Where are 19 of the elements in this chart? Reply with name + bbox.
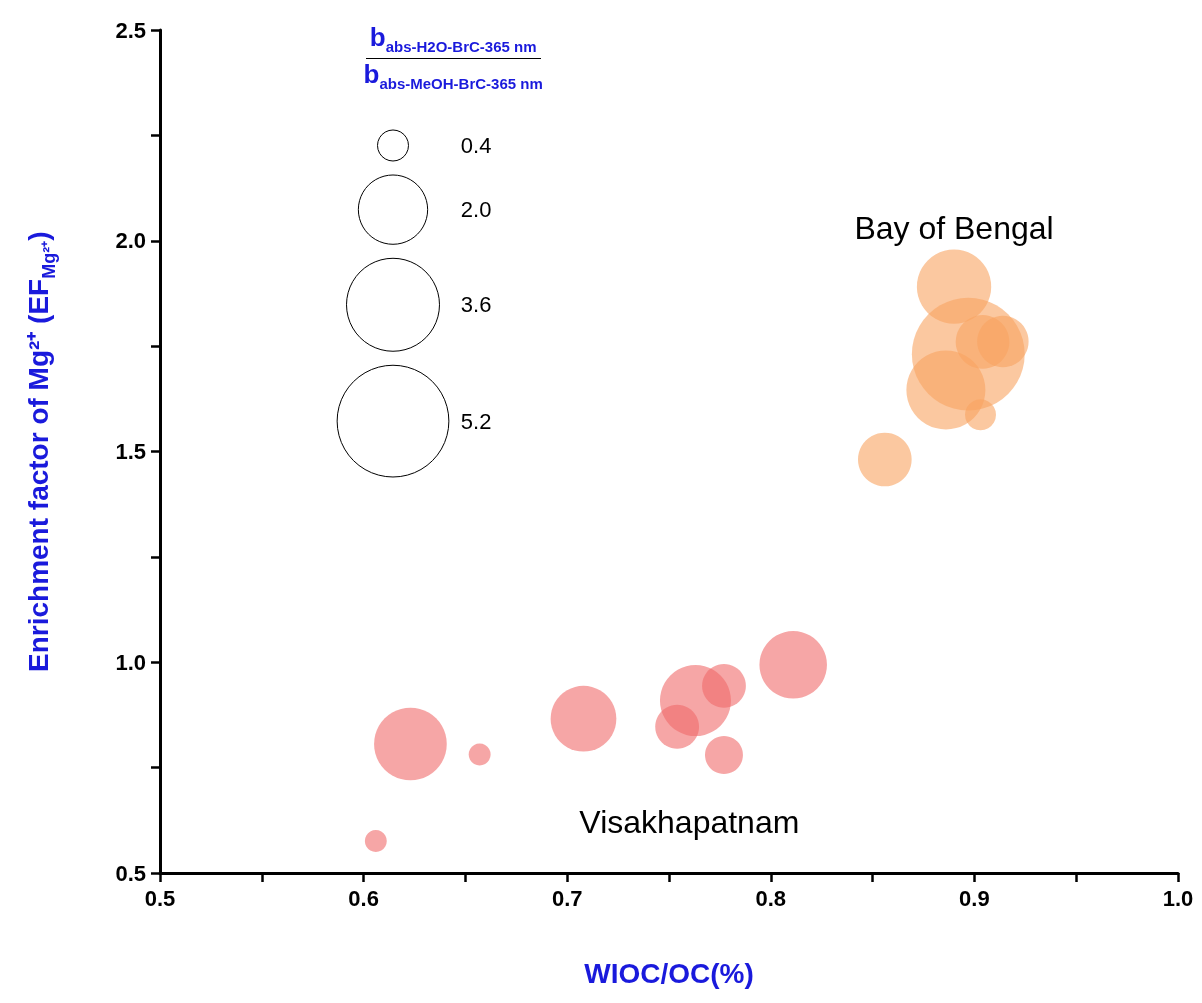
y-tick-label: 2.0 [115, 228, 146, 254]
y-tick-label: 1.5 [115, 439, 146, 464]
x-tick-label: 0.5 [144, 885, 176, 911]
x-axis-title: WIOC/OC(%) [584, 958, 754, 990]
series-label: Visakhapatnam [579, 804, 800, 841]
legend-label: 2.0 [460, 197, 492, 223]
x-tick-label: 0.9 [959, 885, 990, 911]
x-tick-label: 0.7 [551, 885, 583, 911]
x-tick-label: 0.8 [755, 885, 787, 911]
legend-title: b$_{abs-H2O-BrC-365 nm}$ b$_{abs-MeOH-BrC-365 nm}$ [363, 22, 543, 93]
x-tick-label: 1.0 [1162, 885, 1194, 911]
y-tick-label: 0.5 [115, 860, 146, 886]
legend-label: 3.6 [460, 292, 492, 318]
legend-label: 0.4 [460, 133, 492, 158]
y-tick-label: 1.0 [115, 649, 146, 675]
x-tick-label: 0.6 [348, 885, 379, 911]
series-label: Bay of Bengal [854, 210, 1054, 247]
y-tick-label: 2.5 [115, 17, 146, 43]
legend-label: 5.2 [460, 408, 492, 434]
